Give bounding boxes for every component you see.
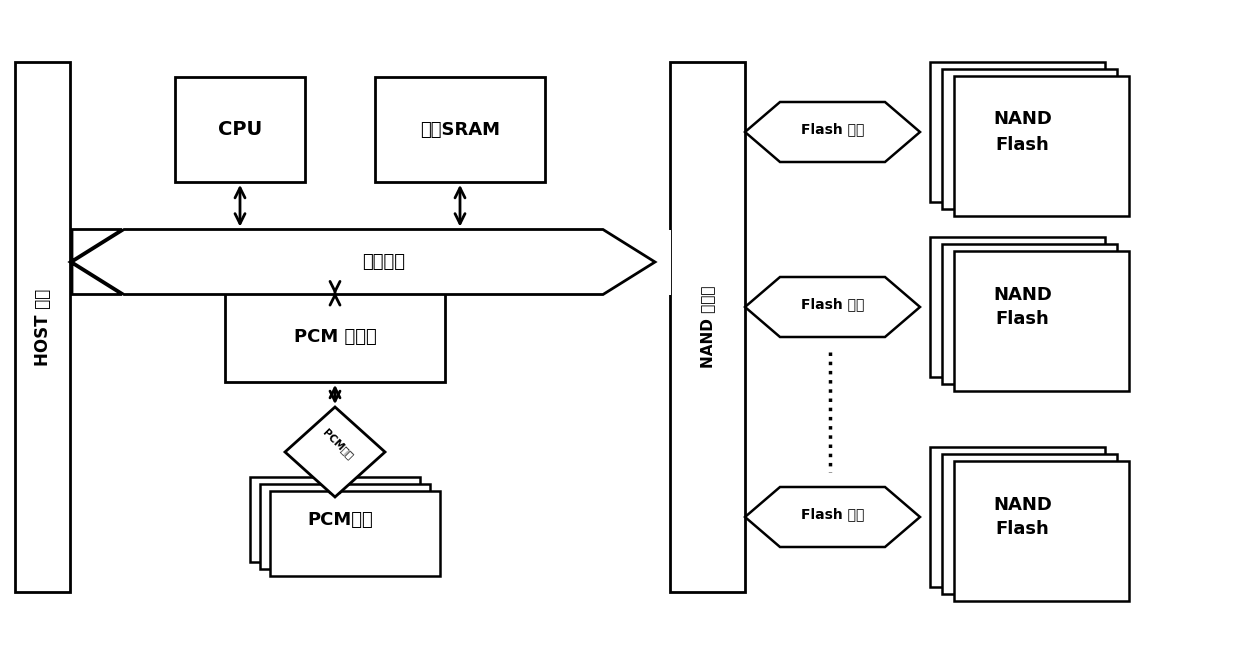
Text: NAND 控制器: NAND 控制器 — [701, 286, 715, 368]
Polygon shape — [374, 77, 546, 182]
Text: Flash 通道: Flash 通道 — [801, 122, 864, 136]
Polygon shape — [175, 77, 305, 182]
Polygon shape — [745, 102, 920, 162]
Text: PCM 控制器: PCM 控制器 — [294, 328, 377, 346]
Polygon shape — [670, 62, 745, 592]
Polygon shape — [72, 230, 655, 294]
Text: 片上SRAM: 片上SRAM — [420, 120, 500, 138]
Polygon shape — [270, 491, 440, 576]
Polygon shape — [942, 69, 1117, 209]
Text: CPU: CPU — [218, 120, 262, 139]
Polygon shape — [285, 407, 384, 497]
Polygon shape — [930, 62, 1105, 202]
Polygon shape — [954, 76, 1128, 216]
Polygon shape — [15, 62, 69, 592]
Polygon shape — [954, 461, 1128, 601]
Text: Flash 通道: Flash 通道 — [801, 297, 864, 311]
Polygon shape — [930, 237, 1105, 377]
Polygon shape — [250, 477, 420, 562]
Polygon shape — [942, 244, 1117, 384]
Text: PCM阵列: PCM阵列 — [308, 510, 373, 529]
Polygon shape — [745, 487, 920, 547]
Polygon shape — [260, 484, 430, 569]
Polygon shape — [69, 230, 122, 294]
Polygon shape — [930, 447, 1105, 587]
Text: 片内总线: 片内总线 — [362, 253, 405, 271]
Polygon shape — [745, 277, 920, 337]
Text: NAND
Flash: NAND Flash — [993, 496, 1052, 538]
Text: PCM通道: PCM通道 — [321, 427, 355, 461]
Polygon shape — [942, 454, 1117, 594]
Text: NAND
Flash: NAND Flash — [993, 285, 1052, 329]
Polygon shape — [652, 230, 671, 294]
Text: HOST 接口: HOST 接口 — [33, 289, 52, 366]
Text: Flash 通道: Flash 通道 — [801, 507, 864, 521]
Polygon shape — [954, 251, 1128, 391]
Text: NAND
Flash: NAND Flash — [993, 111, 1052, 153]
Polygon shape — [224, 292, 445, 382]
